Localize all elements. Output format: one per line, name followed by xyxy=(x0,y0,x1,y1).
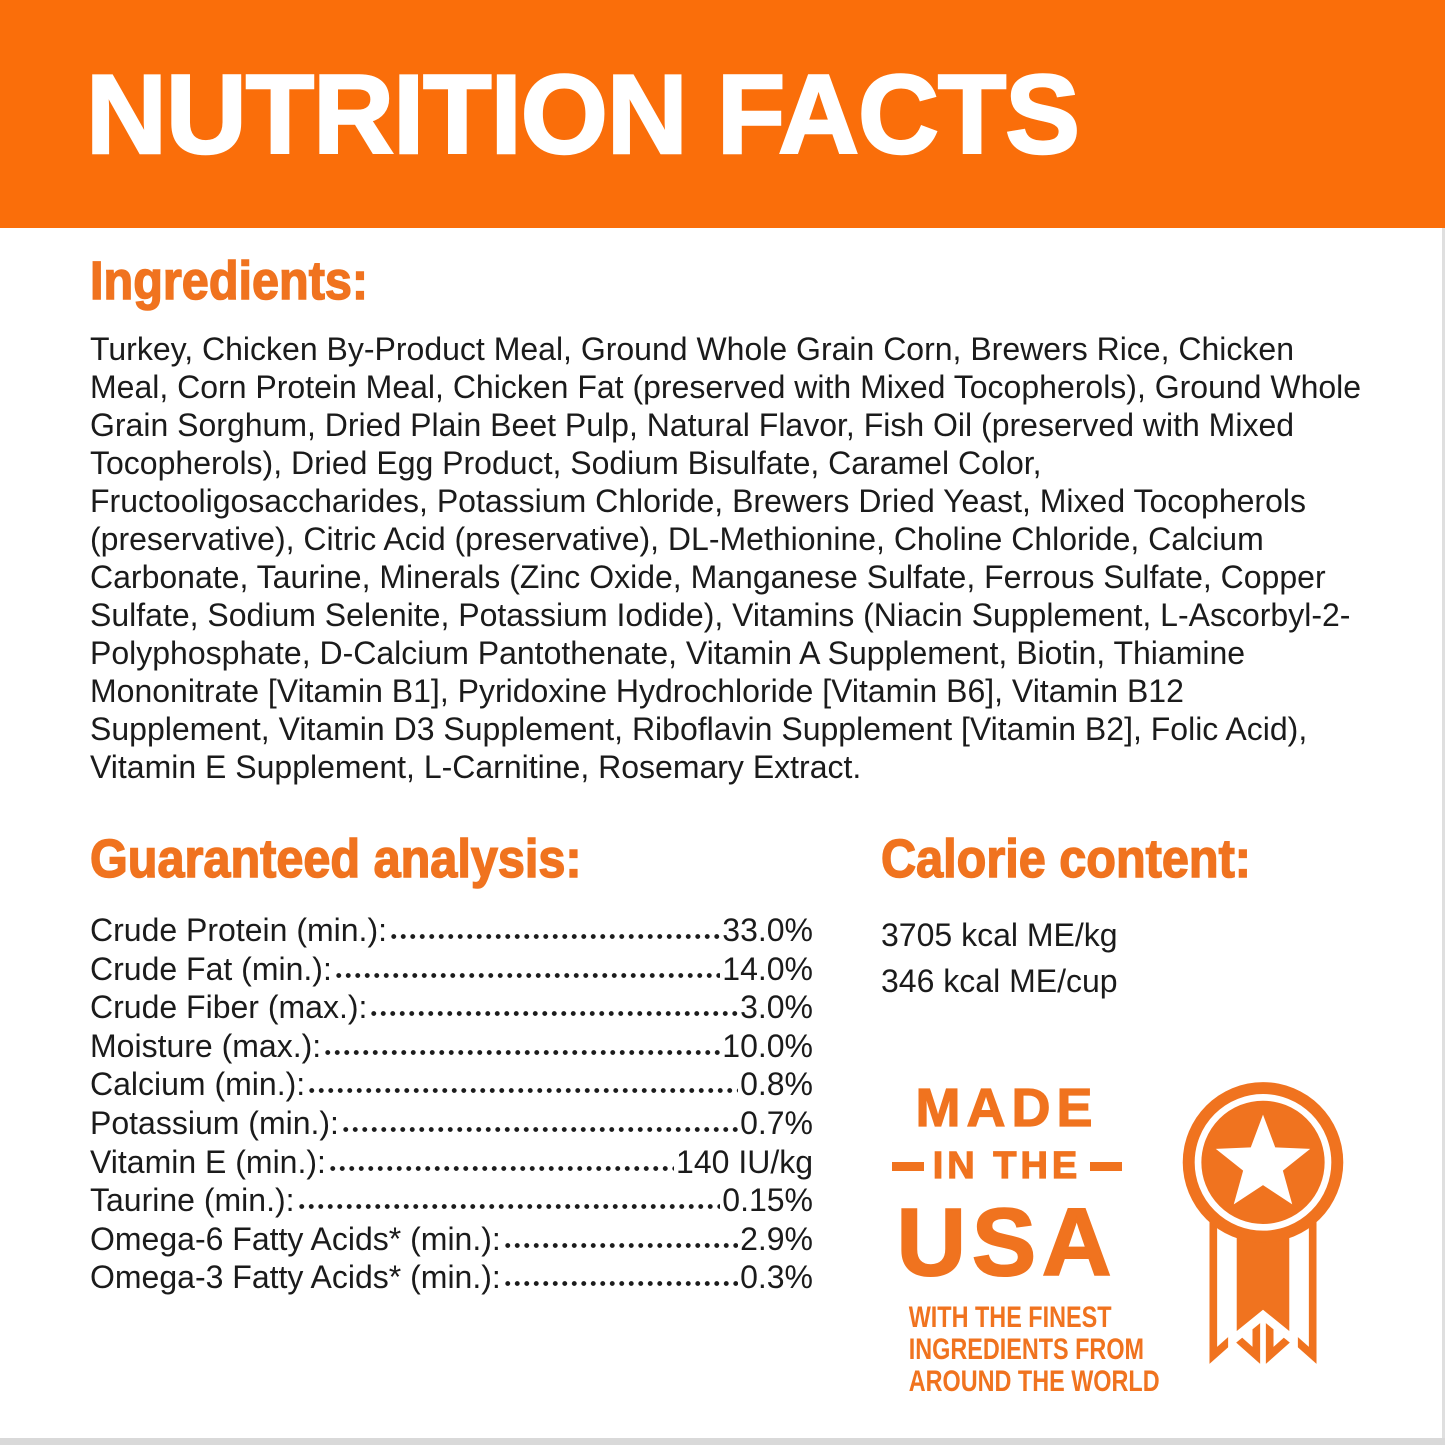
analysis-row-calcium: Calcium (min.): 0.8% xyxy=(90,1066,813,1105)
dotted-leader xyxy=(340,1124,739,1134)
analysis-row-crude-fat: Crude Fat (min.): 14.0% xyxy=(90,951,813,990)
analysis-calorie-columns: Guaranteed analysis: Crude Protein (min.… xyxy=(89,829,1361,1398)
analysis-row-crude-fiber: Crude Fiber (max.): 3.0% xyxy=(90,989,813,1028)
made-in-usa-text: MADE IN THE USA WITH THE FINEST INGREDIE… xyxy=(881,1078,1160,1398)
analysis-value: 0.7% xyxy=(740,1104,813,1141)
analysis-value: 0.8% xyxy=(740,1066,813,1103)
dotted-leader xyxy=(502,1279,739,1289)
in-the-text: IN THE xyxy=(932,1144,1082,1187)
page-title: NUTRITION FACTS xyxy=(85,50,1081,178)
calorie-content-heading: Calorie content: xyxy=(880,829,1251,889)
guaranteed-analysis-section: Guaranteed analysis: Crude Protein (min.… xyxy=(89,829,813,1398)
analysis-value: 0.3% xyxy=(740,1259,813,1296)
analysis-value: 14.0% xyxy=(722,950,813,987)
calorie-content-section: Calorie content: 3705 kcal ME/kg 346 kca… xyxy=(880,829,1361,1398)
right-edge xyxy=(1442,228,1445,1445)
analysis-value: 33.0% xyxy=(722,912,813,948)
label-content: Ingredients: Turkey, Chicken By-Product … xyxy=(0,228,1445,1445)
tagline-line-3: AROUND THE WORLD xyxy=(908,1365,1160,1398)
analysis-row-potassium: Potassium (min.): 0.7% xyxy=(90,1105,813,1144)
analysis-label: Potassium (min.): xyxy=(90,1104,339,1141)
made-line: MADE xyxy=(915,1078,1099,1138)
calorie-per-cup: 346 kcal ME/cup xyxy=(881,963,1118,999)
analysis-value: 10.0% xyxy=(722,1027,813,1064)
dash-bar-right xyxy=(1090,1162,1123,1171)
analysis-label: Vitamin E (min.): xyxy=(90,1143,326,1180)
dotted-leader xyxy=(323,1047,721,1057)
guaranteed-analysis-heading: Guaranteed analysis: xyxy=(89,829,582,889)
dash-bar-left xyxy=(891,1162,924,1171)
analysis-label: Omega-6 Fatty Acids* (min.): xyxy=(90,1220,501,1257)
analysis-label: Crude Fiber (max.): xyxy=(90,989,368,1026)
made-in-usa-badge: MADE IN THE USA WITH THE FINEST INGREDIE… xyxy=(881,1078,1361,1398)
analysis-value: 140 IU/kg xyxy=(676,1143,813,1180)
analysis-row-moisture: Moisture (max.): 10.0% xyxy=(90,1028,813,1067)
in-the-line: IN THE xyxy=(881,1144,1133,1188)
bottom-edge xyxy=(0,1438,1445,1445)
badge-tagline: WITH THE FINEST INGREDIENTS FROM AROUND … xyxy=(881,1301,1160,1398)
analysis-label: Moisture (max.): xyxy=(90,1027,322,1064)
usa-line: USA xyxy=(896,1189,1118,1296)
dotted-leader xyxy=(327,1163,675,1173)
guaranteed-analysis-list: Crude Protein (min.): 33.0% Crude Fat (m… xyxy=(90,912,813,1298)
ingredients-text: Turkey, Chicken By-Product Meal, Ground … xyxy=(90,331,1362,785)
analysis-label: Crude Protein (min.): xyxy=(90,912,387,948)
dotted-leader xyxy=(502,1240,739,1250)
analysis-row-crude-protein: Crude Protein (min.): 33.0% xyxy=(90,912,813,951)
award-ribbon-star-icon xyxy=(1182,1082,1344,1364)
analysis-row-vitamin-e: Vitamin E (min.): 140 IU/kg xyxy=(90,1144,813,1183)
ingredients-heading: Ingredients: xyxy=(89,251,369,311)
tagline-line-2: INGREDIENTS FROM xyxy=(908,1333,1145,1366)
analysis-value: 3.0% xyxy=(740,989,813,1026)
analysis-label: Taurine (min.): xyxy=(90,1182,295,1219)
analysis-row-taurine: Taurine (min.): 0.15% xyxy=(90,1182,813,1221)
dotted-leader xyxy=(333,970,721,980)
header-banner: NUTRITION FACTS xyxy=(0,0,1445,228)
analysis-label: Calcium (min.): xyxy=(90,1066,306,1103)
analysis-value: 2.9% xyxy=(740,1220,813,1257)
analysis-row-omega-6: Omega-6 Fatty Acids* (min.): 2.9% xyxy=(90,1221,813,1260)
dotted-leader xyxy=(296,1202,721,1212)
tagline-line-1: WITH THE FINEST xyxy=(908,1301,1112,1334)
analysis-row-omega-3: Omega-3 Fatty Acids* (min.): 0.3% xyxy=(90,1259,813,1298)
analysis-label: Crude Fat (min.): xyxy=(90,950,332,987)
dotted-leader xyxy=(388,932,721,941)
calorie-values: 3705 kcal ME/kg 346 kcal ME/cup xyxy=(881,912,1361,1004)
dotted-leader xyxy=(307,1086,739,1096)
analysis-label: Omega-3 Fatty Acids* (min.): xyxy=(90,1259,501,1296)
analysis-value: 0.15% xyxy=(722,1182,813,1219)
dotted-leader xyxy=(369,1009,739,1019)
calorie-per-kg: 3705 kcal ME/kg xyxy=(881,917,1118,953)
